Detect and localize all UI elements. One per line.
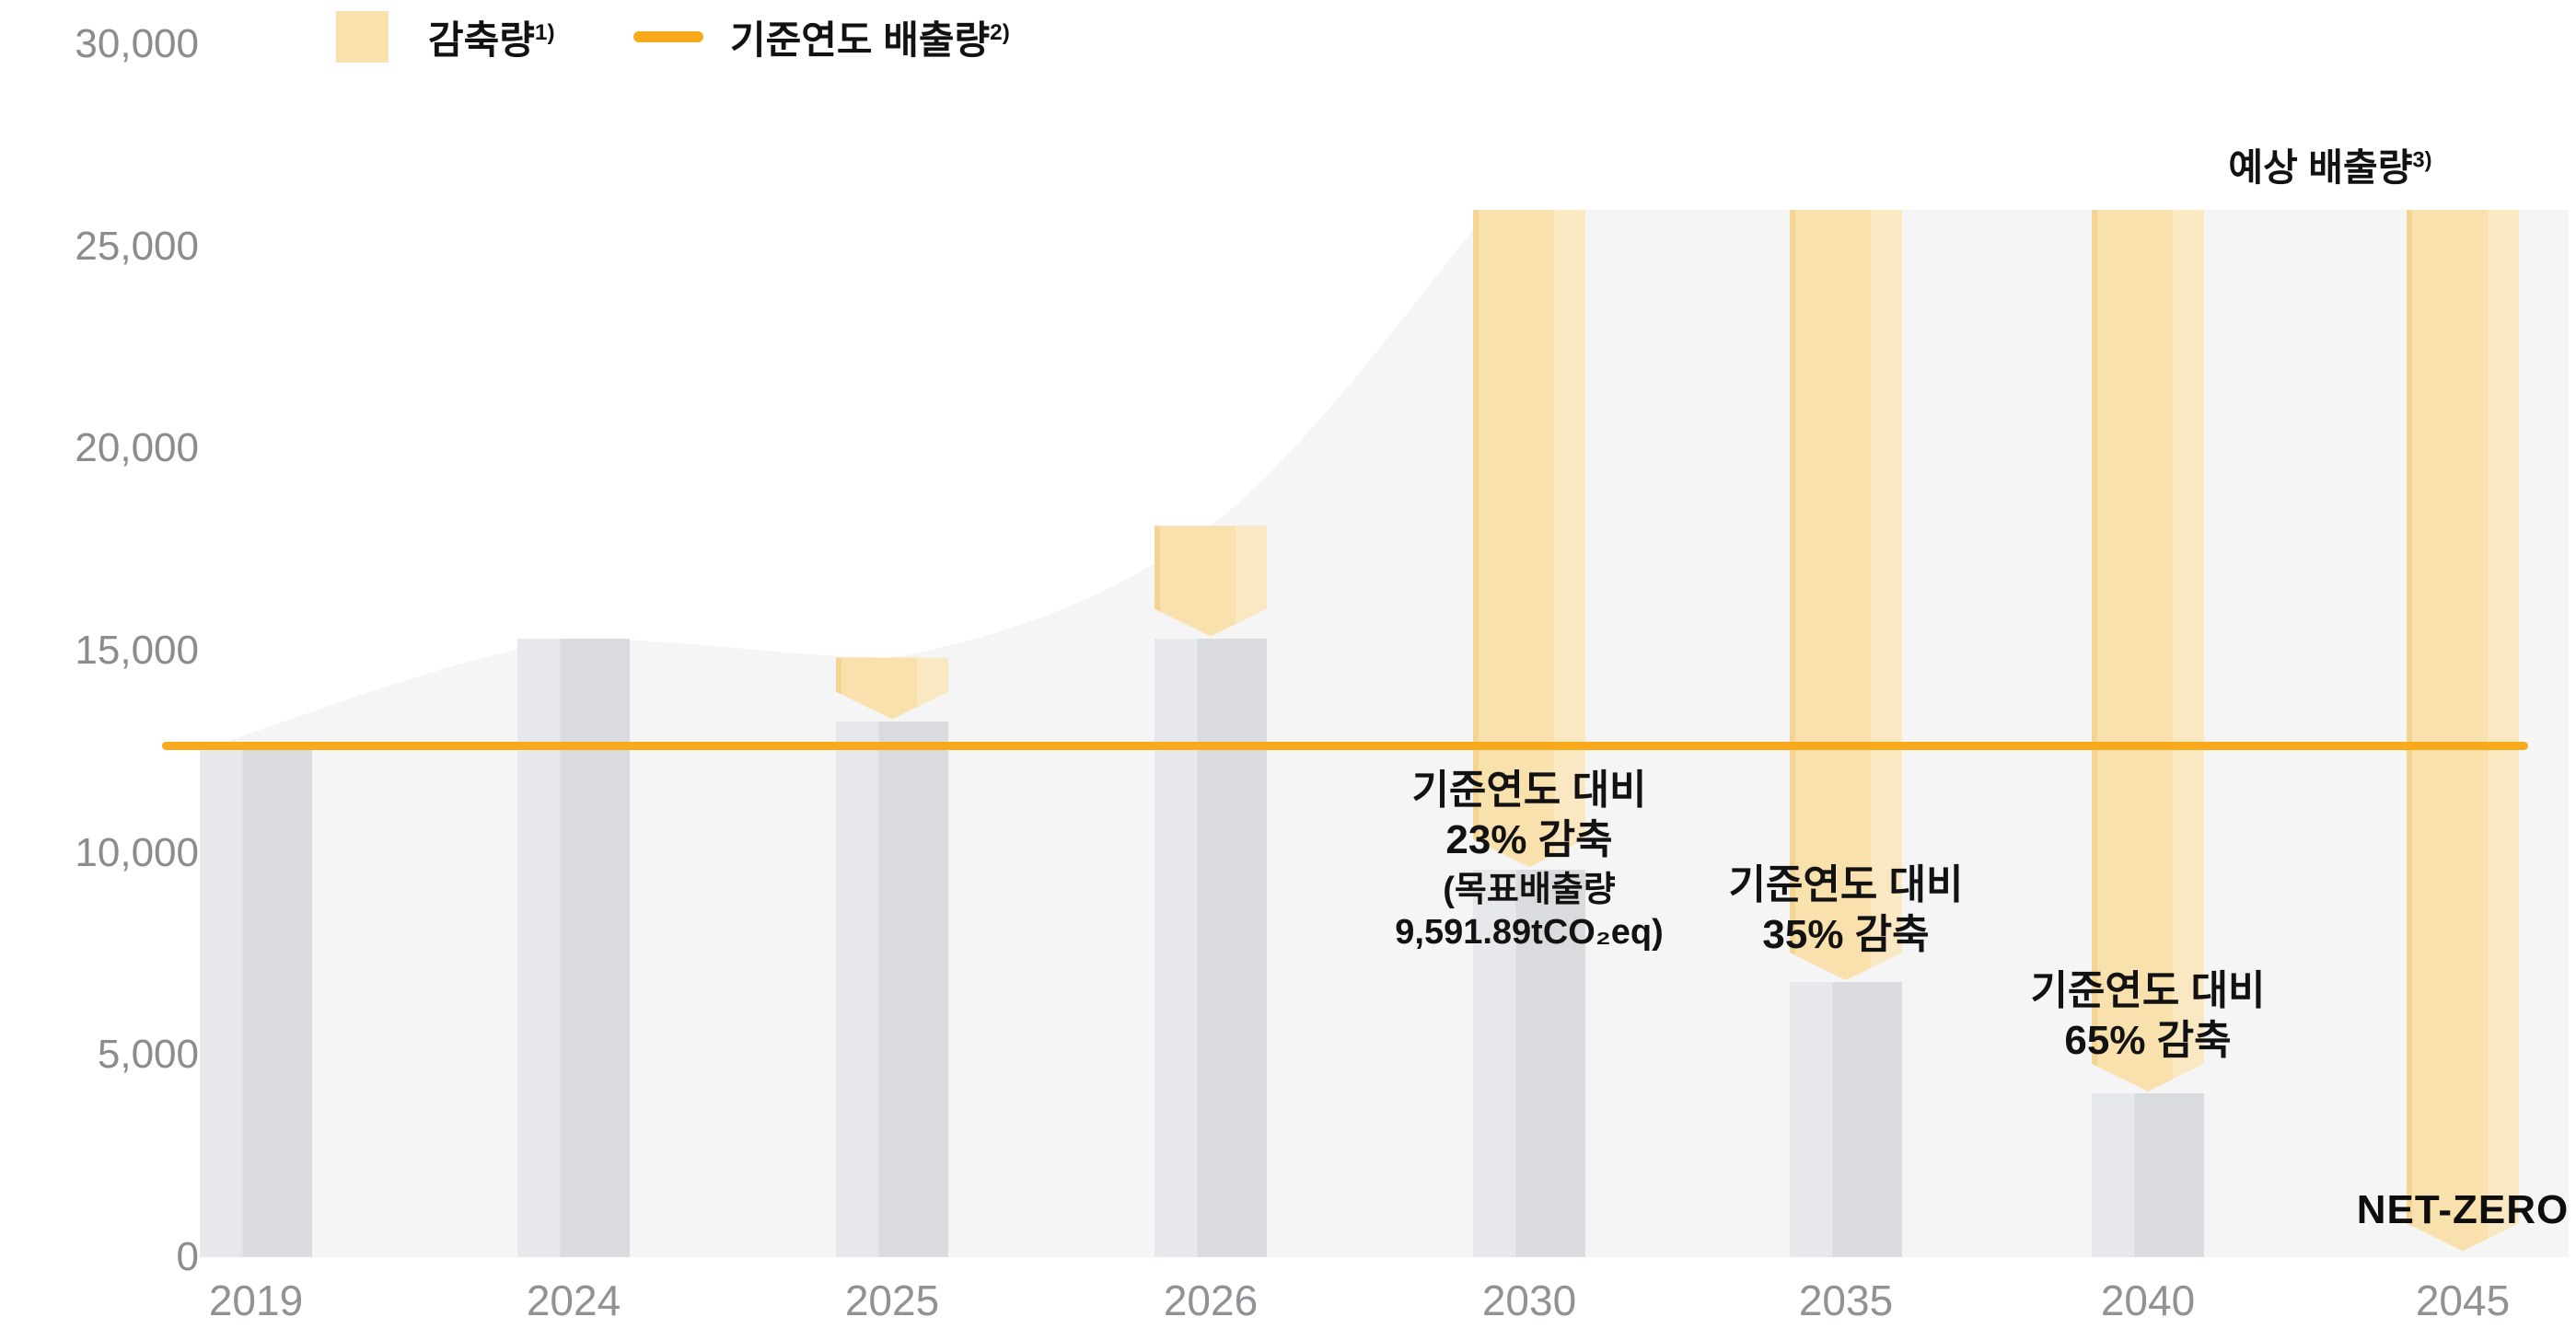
annotation-2030: 기준연도 대비 23% 감축 (목표배출량 9,591.89tCO₂eq) (1253, 766, 1805, 954)
annotation-line: NET-ZERO (2356, 1187, 2570, 1232)
legend-reduction-note: 1) (534, 19, 555, 45)
reduction-arrow-2040 (2092, 210, 2204, 1092)
legend-item-baseline: 기준연도 배출량2) (633, 11, 1010, 63)
baseline-line-icon (633, 31, 703, 42)
annotation-sub-line: (목표배출량 (1443, 871, 1616, 910)
annotation-line: 35% 감축 (1762, 911, 1930, 957)
annotation-sub-line: 9,591.89tCO₂eq) (1395, 912, 1664, 952)
x-axis-year-label: 2019 (208, 1276, 304, 1324)
annotation-subtext: (목표배출량 9,591.89tCO₂eq) (1253, 870, 1805, 953)
legend-label-reduction: 감축량1) (428, 9, 555, 65)
y-axis-tick-label: 30,000 (75, 21, 199, 66)
annotation-line: 기준연도 대비 (2030, 968, 2266, 1013)
x-axis-year-label: 2045 (2415, 1276, 2511, 1324)
emissions-bar-2030 (1473, 869, 1585, 1257)
emissions-bar-2019 (200, 749, 312, 1257)
annotation-line: 기준연도 대비 (1411, 768, 1647, 813)
emissions-bar-2035 (1790, 982, 1902, 1257)
legend-label-baseline: 기준연도 배출량2) (730, 9, 1010, 65)
annotation-line: 65% 감축 (2064, 1017, 2232, 1063)
legend-item-reduction: 감축량1) (336, 11, 555, 63)
baseline-emissions-line (162, 741, 2528, 750)
y-axis-tick-label: 25,000 (75, 223, 199, 269)
annotation-2035: 기준연도 대비 35% 감축 (1570, 861, 2122, 959)
y-axis-tick-label: 0 (176, 1234, 199, 1279)
emissions-bar-2026 (1155, 638, 1267, 1257)
expected-emissions-text: 예상 배출량 (2228, 146, 2413, 189)
y-axis-tick-label: 10,000 (75, 829, 199, 875)
annotation-line: 기준연도 대비 (1728, 862, 1964, 907)
reduction-arrow-2026 (1155, 526, 1267, 636)
annotation-2040: 기준연도 대비 65% 감축 (1872, 966, 2424, 1065)
y-axis-tick-label: 15,000 (75, 628, 199, 673)
emissions-bar-2024 (517, 638, 630, 1257)
annotation-2045: NET-ZERO (2187, 1185, 2576, 1235)
x-axis-year-label: 2025 (844, 1276, 940, 1324)
reduction-arrow-2045 (2407, 210, 2519, 1251)
y-axis-tick-label: 5,000 (97, 1032, 199, 1078)
expected-emissions-label: 예상 배출량3) (2054, 136, 2576, 191)
reduction-arrow-2035 (1790, 210, 1902, 980)
x-axis-year-label: 2040 (2100, 1276, 2196, 1324)
x-axis-year-label: 2035 (1798, 1276, 1894, 1324)
reduction-arrow-2030 (1473, 210, 1585, 867)
y-axis-tick-label: 20,000 (75, 425, 199, 471)
annotation-line: 23% 감축 (1445, 816, 1613, 862)
x-axis-year-label: 2024 (526, 1276, 621, 1324)
emissions-bar-2040 (2092, 1093, 2204, 1257)
legend-baseline-note: 2) (990, 19, 1010, 45)
x-axis-year-label: 2026 (1163, 1276, 1259, 1324)
x-axis-year-label: 2030 (1481, 1276, 1577, 1324)
emissions-bar-2025 (836, 721, 948, 1257)
legend-baseline-text: 기준연도 배출량 (730, 17, 991, 62)
legend-reduction-text: 감축량 (428, 17, 535, 62)
expected-emissions-note: 3) (2412, 147, 2432, 173)
reduction-swatch-icon (336, 11, 389, 63)
